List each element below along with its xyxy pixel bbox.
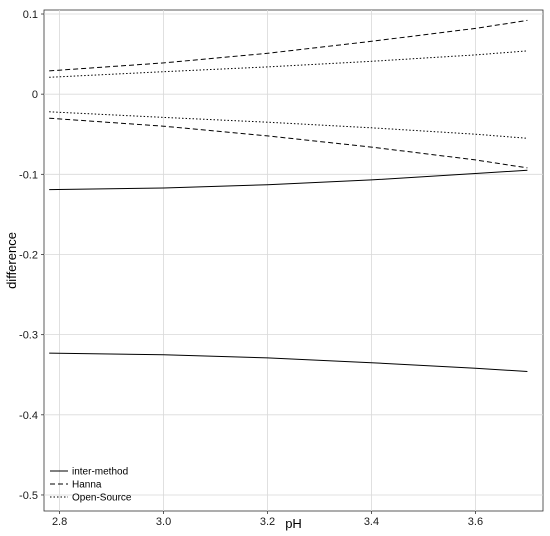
plot-panel	[43, 9, 544, 512]
x-tick-label: 2.8	[52, 516, 67, 528]
y-tick-label: 0	[32, 89, 38, 101]
y-tick-label: -0.3	[19, 330, 38, 342]
legend-label: inter-method	[72, 467, 128, 478]
legend-label: Open-Source	[72, 493, 132, 504]
legend-label: Hanna	[72, 480, 102, 491]
y-axis-title: difference	[4, 232, 19, 289]
y-tick-label: -0.1	[19, 169, 38, 181]
y-tick-label: -0.4	[19, 410, 38, 422]
axis-ticks: 2.8 3.0 3.2 3.4 3.6 0.1 0 -0.1 -0.2 -0.3 -0.4 -0.5	[19, 9, 483, 528]
series-line-open-source-lower	[49, 111, 528, 139]
x-tick-label: 3.6	[468, 516, 483, 528]
series-line-inter-method-lower	[49, 352, 528, 372]
x-tick-label: 3.4	[364, 516, 379, 528]
x-tick-label: 3.0	[156, 516, 171, 528]
series-lines	[49, 19, 528, 372]
legend: inter-method Hanna Open-Source	[50, 467, 132, 504]
y-tick-label: -0.5	[19, 490, 38, 502]
grid	[44, 10, 543, 511]
y-tick-label: 0.1	[23, 9, 38, 21]
x-tick-label: 3.2	[260, 516, 275, 528]
y-tick-label: -0.2	[19, 249, 38, 261]
series-line-inter-method-upper	[49, 169, 528, 191]
x-axis-title: pH	[285, 516, 302, 531]
series-line-open-source-upper	[49, 50, 528, 78]
